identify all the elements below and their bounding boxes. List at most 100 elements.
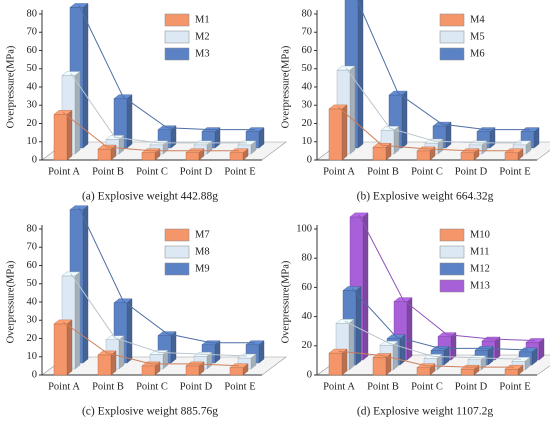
legend-swatch [439,13,465,27]
series-line [78,5,255,131]
y-tick-label: 20 [27,333,38,344]
x-tick-label: Point D [455,381,488,392]
bar [141,365,156,376]
y-tick-label: 10 [27,351,38,362]
legend-label: M1 [195,14,210,25]
y-tick-label: 40 [27,296,38,307]
legend-label: M13 [470,280,490,291]
bar [229,367,244,376]
x-tick-label: Point B [367,381,399,392]
bar [416,367,431,376]
legend-swatch [164,47,190,61]
y-tick-label: 60 [27,45,38,56]
y-tick-label: 40 [302,81,313,92]
x-tick-label: Point E [224,381,255,392]
y-tick-label: 50 [27,63,38,74]
bar-side [450,332,457,361]
bar [53,114,68,161]
y-tick-label: 30 [27,315,38,326]
legend-swatch [164,245,190,259]
y-tick-label: 80 [302,253,313,264]
legend-swatch [164,228,190,242]
legend-swatch [439,30,465,44]
caption: (c) Explosive weight 885.76g [82,406,218,418]
legend-label: M2 [195,31,210,42]
bar-side [357,0,364,149]
y-axis-label: Overpressure(MPa) [280,260,291,343]
x-tick-label: Point D [180,166,213,177]
bar [504,368,519,376]
x-tick-label: Point A [48,166,80,177]
caption: (b) Explosive weight 664.32g [357,191,494,203]
y-tick-label: 80 [302,8,313,19]
legend-label: M8 [195,246,210,257]
bar [229,152,244,161]
legend-label: M5 [470,31,485,42]
x-tick-label: Point D [455,166,488,177]
bar [53,323,68,376]
legend-label: M9 [195,263,210,274]
x-tick-label: Point C [411,166,443,177]
legend-label: M3 [195,48,210,59]
x-tick-label: Point B [367,166,399,177]
bar-side [82,3,89,149]
x-tick-label: Point E [499,166,530,177]
y-tick-label: 60 [27,260,38,271]
series-line [351,288,529,351]
bar [504,152,519,161]
legend-label: M10 [470,229,490,240]
series-line [345,67,522,144]
legend-label: M7 [195,229,210,240]
y-tick-label: 30 [302,100,313,111]
x-tick-label: Point C [411,381,443,392]
series-line [70,273,248,357]
legend-swatch [439,47,465,61]
y-tick-label: 0 [32,154,37,165]
x-tick-label: Point B [92,166,124,177]
bar [460,152,475,161]
bar-side [74,71,81,155]
legend-swatch [164,262,190,276]
x-tick-label: Point E [224,166,255,177]
legend-swatch [439,228,465,242]
x-tick-label: Point A [323,381,355,392]
bar [97,354,112,376]
series-line [337,350,514,368]
x-tick-label: Point B [92,381,124,392]
x-tick-label: Point E [499,381,530,392]
x-tick-label: Point C [136,166,168,177]
y-tick-label: 70 [27,27,38,38]
series-line [358,214,536,341]
bar [97,148,112,161]
x-tick-label: Point A [48,381,80,392]
bar-side [362,212,369,361]
series-line [356,0,530,131]
legend-swatch [164,13,190,27]
legend-label: M11 [470,246,489,257]
bar [416,150,431,161]
y-tick-label: 50 [302,63,313,74]
y-tick-label: 0 [307,369,312,380]
bar-side [445,121,452,149]
bar-side [341,348,348,376]
y-tick-label: 30 [27,100,38,111]
bar-side [348,318,355,371]
bar-side [401,90,408,149]
series-line [70,73,247,144]
x-tick-label: Point D [180,381,213,392]
series-line [62,321,240,367]
y-tick-label: 100 [296,223,312,234]
y-axis-label: Overpressure(MPa) [280,45,291,128]
y-tick-label: 70 [302,27,313,38]
legend-swatch [439,245,465,259]
y-tick-label: 20 [27,118,38,129]
legend-swatch [439,262,465,276]
y-tick-label: 40 [302,311,313,322]
y-tick-label: 60 [302,45,313,56]
series-line [337,106,514,152]
legend-label: M6 [470,48,485,59]
series-line [344,320,522,360]
bar [372,357,387,376]
series-line [62,111,239,152]
